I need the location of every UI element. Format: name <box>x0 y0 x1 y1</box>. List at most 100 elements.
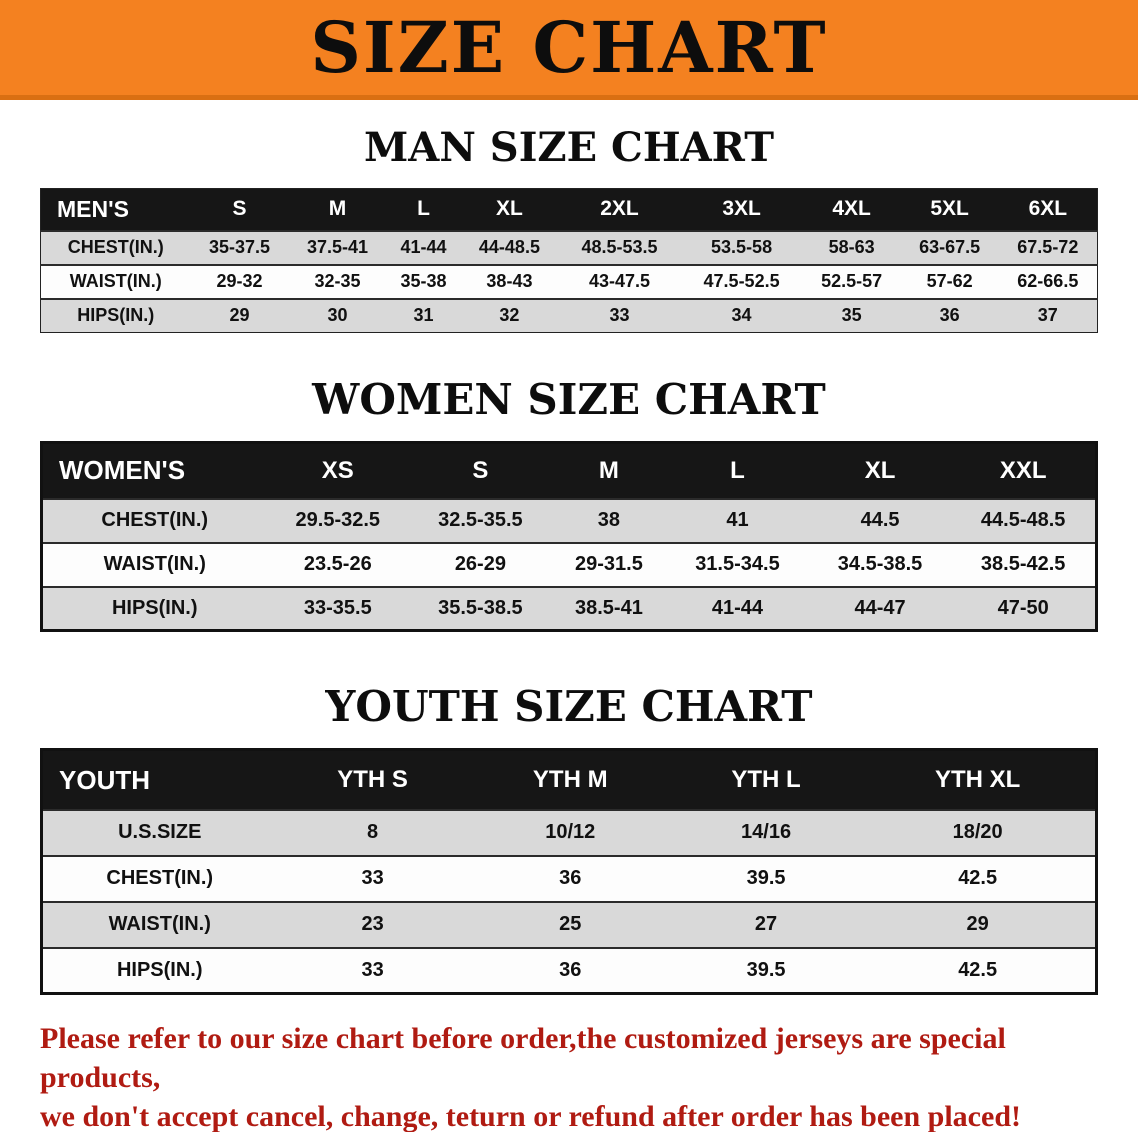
table-cell: 43-47.5 <box>558 263 681 299</box>
table-cell: 33 <box>276 854 469 902</box>
table-cell: 36 <box>468 946 672 994</box>
table-cell: 32-35 <box>288 263 387 299</box>
table-cell: 44.5-48.5 <box>951 497 1097 543</box>
table-cell: 26-29 <box>409 541 552 587</box>
table-row: WAIST(IN.) 29-32 32-35 35-38 38-43 43-47.5 47.… <box>40 263 1098 299</box>
table-cell: 35-38 <box>386 263 461 299</box>
table-cell: 27 <box>671 900 861 948</box>
column-header: S <box>190 188 289 231</box>
table-row: HIPS(IN.) 33 36 39.5 42.5 <box>41 946 1097 994</box>
table-cell: 39.5 <box>671 854 861 902</box>
row-label: WAIST(IN.) <box>40 263 191 299</box>
table-cell: 52.5-57 <box>802 263 901 299</box>
banner-title: SIZE CHART <box>310 5 828 89</box>
table-row: CHEST(IN.) 33 36 39.5 42.5 <box>41 854 1097 902</box>
table-cell: 36 <box>468 854 672 902</box>
table-cell: 32.5-35.5 <box>409 497 552 543</box>
table-cell: 35.5-38.5 <box>409 585 552 631</box>
column-header: 2XL <box>558 188 681 231</box>
table-cell: 29.5-32.5 <box>266 497 410 543</box>
table-cell: 63-67.5 <box>900 229 999 265</box>
table-cell: 36 <box>900 297 999 333</box>
table-cell: 10/12 <box>468 808 672 856</box>
women-section-heading: WOMEN SIZE CHART <box>312 375 826 424</box>
column-header: 3XL <box>680 188 803 231</box>
table-cell: 42.5 <box>860 854 1097 902</box>
table-corner-label: WOMEN'S <box>41 442 267 499</box>
row-label: U.S.SIZE <box>41 808 277 856</box>
table-cell: 23 <box>276 900 469 948</box>
row-label: CHEST(IN.) <box>41 497 267 543</box>
table-cell: 42.5 <box>860 946 1097 994</box>
row-label: HIPS(IN.) <box>41 585 267 631</box>
column-header: 5XL <box>900 188 999 231</box>
row-label: CHEST(IN.) <box>41 854 277 902</box>
table-cell: 53.5-58 <box>680 229 803 265</box>
table-header-row: WOMEN'S XS S M L XL XXL <box>41 442 1097 499</box>
table-cell: 34.5-38.5 <box>808 541 952 587</box>
column-header: YTH S <box>276 749 469 810</box>
table-header-row: MEN'S S M L XL 2XL 3XL 4XL 5XL 6XL <box>40 188 1098 231</box>
banner: SIZE CHART <box>0 0 1138 100</box>
table-cell: 32 <box>460 297 559 333</box>
column-header: L <box>386 188 461 231</box>
table-cell: 18/20 <box>860 808 1097 856</box>
table-cell: 30 <box>288 297 387 333</box>
table-cell: 44.5 <box>808 497 952 543</box>
table-cell: 38.5-42.5 <box>951 541 1097 587</box>
column-header: S <box>409 442 552 499</box>
table-row: U.S.SIZE 8 10/12 14/16 18/20 <box>41 808 1097 856</box>
row-label: CHEST(IN.) <box>40 229 191 265</box>
row-label: HIPS(IN.) <box>41 946 277 994</box>
table-cell: 25 <box>468 900 672 948</box>
table-cell: 35 <box>802 297 901 333</box>
table-cell: 33-35.5 <box>266 585 410 631</box>
table-cell: 33 <box>276 946 469 994</box>
table-cell: 48.5-53.5 <box>558 229 681 265</box>
table-cell: 37 <box>998 297 1098 333</box>
table-cell: 23.5-26 <box>266 541 410 587</box>
table-cell: 44-48.5 <box>460 229 559 265</box>
table-row: WAIST(IN.) 23 25 27 29 <box>41 900 1097 948</box>
column-header: YTH XL <box>860 749 1097 810</box>
table-cell: 57-62 <box>900 263 999 299</box>
column-header: XL <box>460 188 559 231</box>
table-cell: 29 <box>190 297 289 333</box>
table-cell: 47.5-52.5 <box>680 263 803 299</box>
column-header: XS <box>266 442 410 499</box>
table-cell: 35-37.5 <box>190 229 289 265</box>
table-cell: 41-44 <box>386 229 461 265</box>
footer-line-1: Please refer to our size chart before or… <box>40 1022 1006 1095</box>
women-size-table: WOMEN'S XS S M L XL XXL CHEST(IN.) 29.5-32.5 32.5… <box>40 441 1098 633</box>
table-cell: 38-43 <box>460 263 559 299</box>
table-cell: 31.5-34.5 <box>666 541 809 587</box>
row-label: WAIST(IN.) <box>41 541 267 587</box>
table-cell: 58-63 <box>802 229 901 265</box>
table-corner-label: YOUTH <box>41 749 277 810</box>
table-cell: 31 <box>386 297 461 333</box>
row-label: WAIST(IN.) <box>41 900 277 948</box>
table-cell: 33 <box>558 297 681 333</box>
table-row: HIPS(IN.) 29 30 31 32 33 34 35 36 37 <box>40 297 1098 333</box>
table-cell: 29-31.5 <box>551 541 667 587</box>
table-row: CHEST(IN.) 29.5-32.5 32.5-35.5 38 41 44.5 44.5… <box>41 497 1097 543</box>
column-header: YTH M <box>468 749 672 810</box>
table-corner-label: MEN'S <box>40 188 191 231</box>
row-label: HIPS(IN.) <box>40 297 191 333</box>
youth-size-table: YOUTH YTH S YTH M YTH L YTH XL U.S.SIZE 8 10/12… <box>40 748 1098 996</box>
table-cell: 47-50 <box>951 585 1097 631</box>
table-header-row: YOUTH YTH S YTH M YTH L YTH XL <box>41 749 1097 810</box>
table-row: HIPS(IN.) 33-35.5 35.5-38.5 38.5-41 41-44 44-… <box>41 585 1097 631</box>
column-header: M <box>551 442 667 499</box>
column-header: XL <box>808 442 952 499</box>
column-header: M <box>288 188 387 231</box>
table-cell: 62-66.5 <box>998 263 1098 299</box>
table-cell: 8 <box>276 808 469 856</box>
table-cell: 38.5-41 <box>551 585 667 631</box>
table-cell: 41 <box>666 497 809 543</box>
column-header: 6XL <box>998 188 1098 231</box>
table-cell: 37.5-41 <box>288 229 387 265</box>
men-size-table: MEN'S S M L XL 2XL 3XL 4XL 5XL 6XL CHEST(IN.) 35-37… <box>40 188 1098 333</box>
footer-line-2: we don't accept cancel, change, teturn o… <box>40 1100 1021 1132</box>
